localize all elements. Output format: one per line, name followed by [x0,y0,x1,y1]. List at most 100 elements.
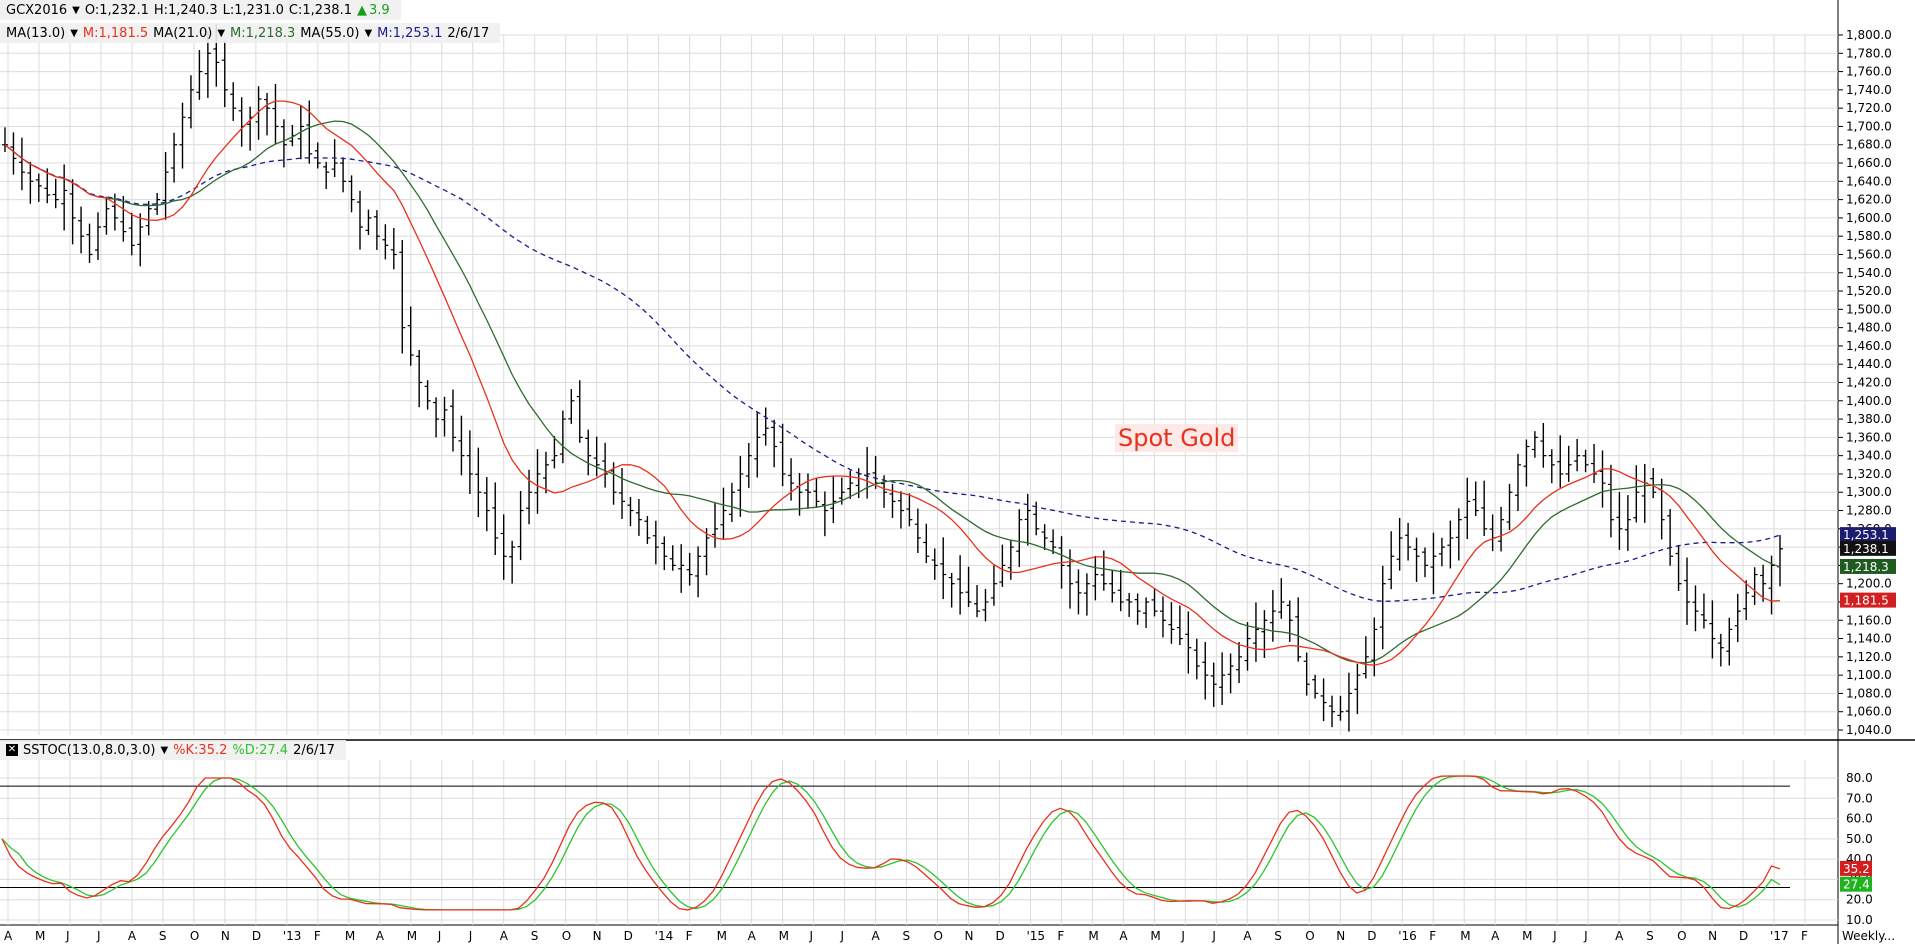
low-value: L:1,231.0 [222,2,284,18]
stoch-k-line [1,775,1781,911]
stoch-tick-label: 10.0 [1846,913,1873,927]
price-tick-label: 1,740.0 [1846,83,1892,97]
symbol-label[interactable]: GCX2016 [6,2,68,18]
x-tick-label: A [1491,929,1500,943]
close-axis-tag-bg [1840,540,1896,556]
high-value: H:1,240.3 [153,2,218,18]
x-tick-label: J [468,929,473,943]
x-tick-label: '15 [1026,929,1045,943]
price-tick-label: 1,660.0 [1846,156,1892,170]
chevron-down-icon[interactable]: ▼ [364,27,373,39]
price-tick-label: 1,060.0 [1846,705,1892,719]
price-tick-label: 1,200.0 [1846,577,1892,591]
x-tick-label: O [933,929,942,943]
x-tick-label: A [4,929,13,943]
chevron-down-icon[interactable]: ▼ [160,744,169,756]
chevron-down-icon[interactable]: ▼ [70,27,78,39]
x-tick-label: J [437,929,442,943]
close-x-icon[interactable]: ✕ [6,744,18,756]
price-tick-label: 1,720.0 [1846,101,1892,115]
price-tick-label: 1,520.0 [1846,284,1892,298]
x-tick-label: M [35,929,45,943]
x-tick-label: F [1057,929,1064,943]
price-tick-label: 1,680.0 [1846,138,1892,152]
ma-header: MA(13.0) ▼ M:1,181.5 MA(21.0) ▼ M:1,218.… [0,23,501,43]
x-tick-label: D [252,929,261,943]
x-tick-label: '17 [1770,929,1789,943]
ma21-line [4,120,1781,664]
x-tick-label: N [593,929,602,943]
price-tick-label: 1,380.0 [1846,412,1892,426]
ma13-label[interactable]: MA(13.0) [6,25,66,41]
price-tick-label: 1,280.0 [1846,504,1892,518]
x-tick-label: M [407,929,417,943]
stoch-tick-label: 50.0 [1846,832,1873,846]
stoch-tick-label: 20.0 [1846,893,1873,907]
x-tick-label: A [500,929,509,943]
price-tick-label: 1,620.0 [1846,193,1892,207]
ma21-label[interactable]: MA(21.0) [153,25,213,41]
price-tick-label: 1,440.0 [1846,357,1892,371]
x-tick-label: A [376,929,385,943]
ma13-axis-tag: 1,181.5 [1843,594,1889,608]
x-tick-label: F [1429,929,1436,943]
x-tick-label: M [717,929,727,943]
stoch-tick-label: 80.0 [1846,771,1873,785]
x-tick-label: '13 [283,929,302,943]
stoch-d-line [1,775,1781,911]
stoch-date: 2/6/17 [293,742,335,758]
price-tick-label: 1,320.0 [1846,467,1892,481]
close-axis-tag: 1,238.1 [1843,542,1889,556]
x-tick-label: N [1336,929,1345,943]
x-tick-label: O [1677,929,1686,943]
up-arrow-icon: ▲ [356,2,367,18]
x-tick-label: A [1615,929,1624,943]
chevron-down-icon[interactable]: ▼ [217,27,226,39]
price-tick-label: 1,120.0 [1846,650,1892,664]
x-tick-label: A [1119,929,1128,943]
x-tick-label: D [995,929,1004,943]
price-tick-label: 1,640.0 [1846,174,1892,188]
ma55-axis-tag: 1,253.1 [1843,528,1889,542]
ma21-axis-tag: 1,218.3 [1843,560,1889,574]
x-tick-label: N [964,929,973,943]
stoch-name[interactable]: SSTOC(13.0,8.0,3.0) [23,742,156,758]
ma55-label[interactable]: MA(55.0) [300,25,360,41]
stoch-k-value: %K:35.2 [173,742,228,758]
x-tick-label: A [1243,929,1252,943]
ma13-line [4,100,1781,666]
price-tick-label: 1,480.0 [1846,321,1892,335]
stoch-header: ✕ SSTOC(13.0,8.0,3.0) ▼ %K:35.2 %D:27.4 … [0,740,346,760]
x-tick-label: J [809,929,814,943]
price-tick-label: 1,140.0 [1846,632,1892,646]
price-tick-label: 1,580.0 [1846,229,1892,243]
x-tick-label: M [1522,929,1532,943]
price-tick-label: 1,340.0 [1846,449,1892,463]
stoch-tick-label: 60.0 [1846,812,1873,826]
stoch-k-tag-bg [1840,860,1872,876]
stoch-d-tag-bg [1840,876,1872,892]
x-tick-label: A [748,929,757,943]
x-tick-label: M [345,929,355,943]
close-value: C:1,238.1 [288,2,352,18]
x-tick-label: O [1305,929,1314,943]
price-tick-label: 1,800.0 [1846,28,1892,42]
price-tick-label: 1,760.0 [1846,65,1892,79]
x-tick-label: '14 [655,929,674,943]
x-tick-label: N [1708,929,1717,943]
stoch-d-value: %D:27.4 [232,742,289,758]
x-tick-label: S [1274,929,1282,943]
x-tick-label: A [872,929,881,943]
x-tick-label: D [1367,929,1376,943]
chevron-down-icon[interactable]: ▼ [72,4,80,16]
price-tick-label: 1,300.0 [1846,485,1892,499]
x-tick-label: '16 [1398,929,1417,943]
x-tick-label: S [531,929,539,943]
price-tick-label: 1,040.0 [1846,723,1892,737]
ma21-value: M:1,218.3 [230,25,296,41]
ma21-axis-tag-bg [1840,558,1896,574]
price-tick-label: 1,400.0 [1846,394,1892,408]
x-tick-label: S [1646,929,1654,943]
price-tick-label: 1,560.0 [1846,247,1892,261]
